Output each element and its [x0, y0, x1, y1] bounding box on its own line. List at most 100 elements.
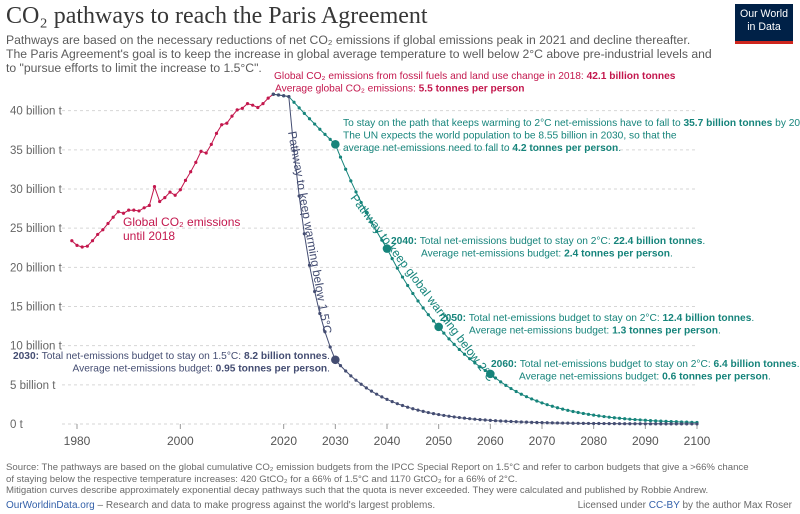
data-point [158, 199, 162, 204]
annotation-text: 35.7 billion tonnes [683, 118, 772, 129]
owid-link[interactable]: OurWorldinData.org [6, 500, 95, 511]
data-point [457, 347, 461, 352]
data-point [318, 127, 322, 131]
data-point [617, 416, 622, 420]
data-point [468, 417, 472, 421]
data-point [561, 407, 565, 411]
data-point [411, 407, 415, 411]
data-point [478, 365, 482, 369]
logo-text-line: Our World [739, 8, 789, 20]
footer-tagline: – Research and data to make progress aga… [94, 500, 436, 511]
annotation-text: 5.5 tonnes per person [419, 84, 525, 95]
data-point [592, 421, 596, 426]
annotation-text: To stay on the path that keeps warming t… [343, 118, 683, 129]
data-point [395, 266, 399, 270]
annotation-line: Average net-emissions budget: 0.95 tonne… [73, 364, 330, 375]
series-label: Pathway to keep warming below 1.5°C [285, 130, 335, 335]
logo-accent-bar [735, 41, 793, 44]
data-point [323, 132, 327, 136]
y-tick-label: 0 t [10, 419, 24, 431]
data-point [251, 103, 255, 107]
data-point [602, 414, 606, 419]
license-link[interactable]: CC-BY [648, 500, 680, 511]
data-point [416, 408, 420, 412]
annotation-text: by 2030. [772, 118, 800, 129]
data-point [256, 105, 260, 110]
data-point [524, 420, 529, 424]
annotation-text: 2050: [440, 313, 466, 324]
data-point [597, 421, 601, 426]
data-point [452, 342, 456, 346]
annotation-text: Global CO₂ emissions from fossil fuels a… [274, 71, 587, 82]
series-label: until 2018 [123, 229, 175, 243]
data-point [344, 167, 348, 171]
data-point [648, 418, 653, 423]
data-point [566, 421, 570, 425]
data-point [80, 245, 84, 249]
annotation-text: . [797, 359, 800, 370]
data-point [581, 421, 585, 425]
source-line: Source: The pathways are based on the gl… [6, 462, 749, 473]
data-point [659, 422, 663, 426]
data-point [530, 420, 534, 424]
data-point [550, 404, 554, 408]
milestone-point [382, 244, 392, 253]
data-point [364, 210, 368, 215]
data-point [607, 422, 611, 426]
data-point [555, 421, 560, 425]
data-point [354, 378, 358, 382]
annotation-text: . [751, 313, 754, 324]
annotation-text: Average net-emissions budget: [73, 364, 216, 375]
data-point [499, 419, 503, 423]
data-point [111, 215, 115, 219]
data-point [338, 364, 343, 368]
source-line: of staying below the respective temperat… [6, 473, 518, 485]
annotation-text: 2060: [491, 359, 517, 370]
annotation-2018: Global CO₂ emissions from fossil fuels a… [274, 71, 676, 95]
annotation-text: 0.6 tonnes per person [662, 372, 768, 383]
data-point [390, 257, 394, 261]
license-prefix: Licensed under [577, 500, 649, 511]
annotation-text: Average net-emissions budget: [469, 326, 612, 337]
data-point [287, 94, 291, 99]
annotation-text: . [768, 372, 771, 383]
data-point [623, 422, 627, 426]
data-point [633, 417, 637, 422]
annotation-2050: 2050: Total net-emissions budget to stay… [440, 313, 754, 337]
license-suffix: by the author Max Roser [679, 500, 792, 511]
data-point [488, 418, 492, 422]
data-point [566, 408, 570, 412]
annotation-text: 4.2 tonnes per person [512, 143, 618, 154]
data-point [664, 422, 668, 426]
data-point [633, 422, 637, 426]
data-point [354, 190, 358, 194]
series-label: Pathway to keep global warming below 2°C [348, 191, 498, 384]
data-point [400, 403, 405, 408]
data-point [375, 229, 379, 233]
data-point [292, 100, 296, 104]
x-tick-label: 2020 [270, 434, 297, 448]
subtitle-line: to "pursue efforts to limit the increase… [6, 61, 262, 75]
owid-logo[interactable]: Our World in Data [735, 4, 793, 44]
data-point [307, 263, 312, 267]
data-point [504, 419, 508, 423]
annotation-line: 2030: Total net-emissions budget to stay… [13, 351, 330, 362]
data-point [375, 392, 379, 396]
data-point [654, 419, 658, 423]
annotation-text: 6.4 billion tonnes [713, 359, 797, 370]
data-point [297, 194, 301, 198]
x-tick-label: 2000 [167, 434, 194, 448]
data-point [101, 228, 105, 232]
data-point [612, 422, 616, 426]
data-point [540, 401, 544, 405]
source-line: Mitigation curves describe approximately… [6, 485, 709, 496]
data-point [643, 418, 647, 422]
data-point [509, 386, 513, 391]
annotation-line: Average net-emissions budget: 1.3 tonnes… [469, 326, 721, 337]
data-point [690, 422, 694, 426]
data-point [514, 420, 518, 424]
annotation-line: The UN expects the world population to b… [343, 131, 677, 142]
data-point [406, 405, 410, 409]
annotation-line: Average net-emissions budget: 0.6 tonnes… [519, 372, 771, 383]
data-point [483, 418, 487, 422]
